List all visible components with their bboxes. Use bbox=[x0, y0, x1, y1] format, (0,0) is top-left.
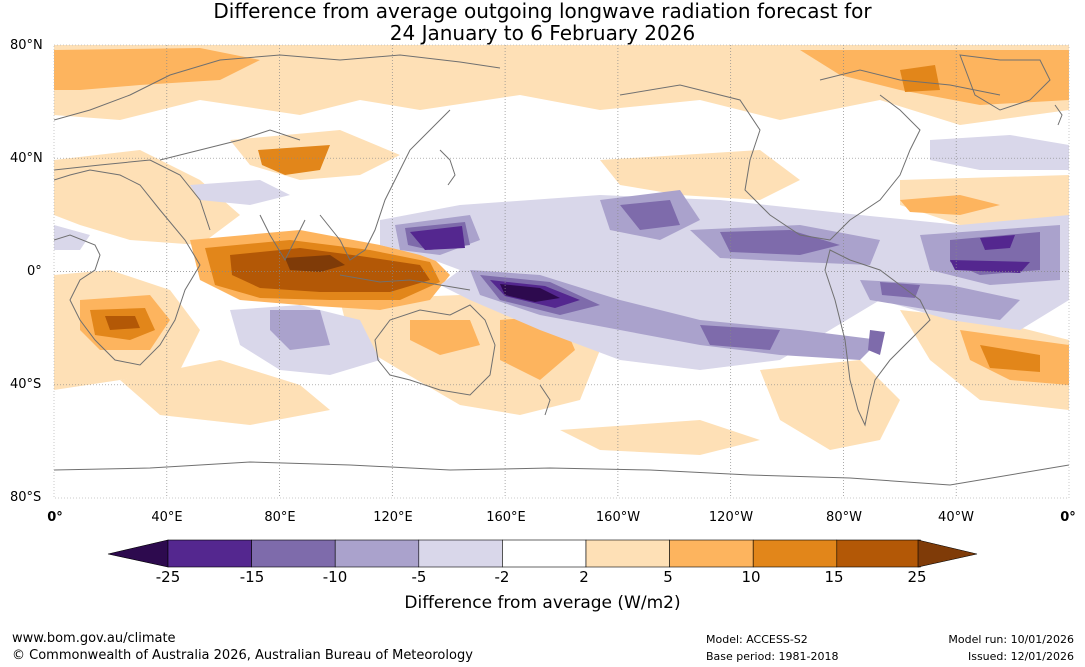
lon-label-0-east: 0° bbox=[1060, 510, 1076, 525]
lon-label-160e: 160°E bbox=[486, 510, 526, 525]
footer-copyright: © Commonwealth of Australia 2026, Austra… bbox=[12, 648, 473, 663]
colorbar-label: Difference from average (W/m2) bbox=[404, 593, 681, 613]
anomaly-below-minus-25 bbox=[500, 284, 560, 302]
anomaly-minus-5-to-minus-2 bbox=[54, 135, 1069, 375]
colorbar-segment-above-25 bbox=[917, 539, 978, 568]
lat-label-80s: 80°S bbox=[10, 490, 42, 505]
colorbar-segment-2-to-5 bbox=[585, 539, 670, 568]
colorbar-tick-25: 25 bbox=[907, 568, 927, 586]
colorbar-segment-minus-25-to-minus-15 bbox=[167, 539, 252, 568]
lon-label-40w: 40°W bbox=[938, 510, 974, 525]
colorbar-segment-10-to-15 bbox=[752, 539, 838, 568]
footer-url: www.bom.gov.au/climate bbox=[12, 631, 176, 646]
colorbar-segment-minus-10-to-minus-5 bbox=[334, 539, 420, 568]
lat-label-40s: 40°S bbox=[10, 377, 42, 392]
lon-label-40e: 40°E bbox=[151, 510, 183, 525]
colorbar-tick-minus-2: -2 bbox=[494, 568, 510, 586]
colorbar-tick-10: 10 bbox=[741, 568, 761, 586]
colorbar-segment-minus-15-to-minus-10 bbox=[251, 539, 336, 568]
lat-label-40n: 40°N bbox=[10, 151, 43, 166]
colorbar-tick-5: 5 bbox=[663, 568, 673, 586]
colorbar-tick-15: 15 bbox=[824, 568, 844, 586]
lat-label-80n: 80°N bbox=[10, 38, 43, 53]
colorbar-segment-5-to-10 bbox=[669, 539, 754, 568]
colorbar-tick-minus-10: -10 bbox=[322, 568, 348, 586]
lon-label-120w: 120°W bbox=[708, 510, 754, 525]
colorbar-tick-minus-25: -25 bbox=[155, 568, 181, 586]
map-frame bbox=[53, 44, 1070, 499]
footer-base-period: Base period: 1981-2018 bbox=[706, 650, 839, 663]
map-title-line2: 24 January to 6 February 2026 bbox=[389, 21, 696, 45]
lon-label-80w: 80°W bbox=[826, 510, 862, 525]
footer-issued: Issued: 12/01/2026 bbox=[967, 650, 1074, 663]
lon-label-0-west: 0° bbox=[47, 510, 63, 525]
anomaly-over-25 bbox=[285, 255, 345, 272]
lon-label-120e: 120°E bbox=[373, 510, 413, 525]
coastlines bbox=[54, 54, 1069, 486]
lon-label-80e: 80°E bbox=[264, 510, 296, 525]
footer-model: Model: ACCESS-S2 bbox=[706, 633, 808, 646]
lat-label-0: 0° bbox=[27, 264, 42, 279]
map-gridlines bbox=[54, 45, 1069, 498]
colorbar-tick-minus-5: -5 bbox=[411, 568, 427, 586]
colorbar-segment-below-minus-25 bbox=[107, 539, 169, 568]
footer-model-run: Model run: 10/01/2026 bbox=[948, 633, 1074, 646]
lon-label-160w: 160°W bbox=[595, 510, 641, 525]
colorbar-tick-2: 2 bbox=[579, 568, 589, 586]
colorbar-segment-minus-2-to-2 bbox=[502, 539, 587, 568]
colorbar-segment-minus-5-to-minus-2 bbox=[418, 539, 503, 568]
colorbar-segment-15-to-25 bbox=[836, 539, 921, 568]
map-title-line1: Difference from average outgoing longwav… bbox=[213, 0, 872, 23]
colorbar-tick-minus-15: -15 bbox=[239, 568, 265, 586]
